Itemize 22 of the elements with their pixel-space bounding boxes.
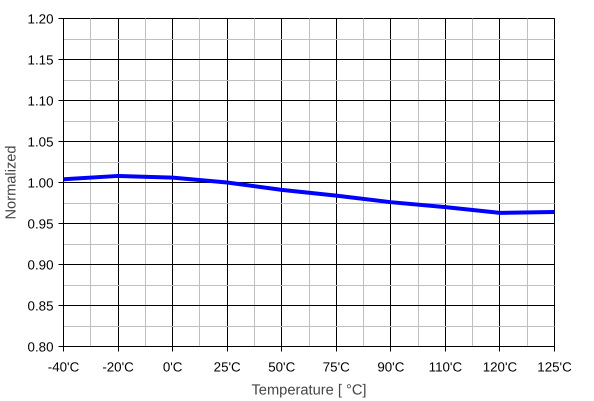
x-tick-label: 110'C <box>428 360 462 374</box>
x-tick-label: -40'C <box>48 360 80 374</box>
line-series <box>64 174 554 215</box>
x-tick-label: 75'C <box>322 360 350 374</box>
x-tick-label: 25'C <box>214 360 242 374</box>
y-tick-label: 1.20 <box>28 12 54 26</box>
y-tick-label: 0.90 <box>28 258 54 272</box>
x-tick-label: 50'C <box>268 360 296 374</box>
x-tick-label: -20'C <box>102 360 134 374</box>
y-tick-label: 1.05 <box>28 134 54 150</box>
x-tick-label: 120'C <box>482 360 518 374</box>
y-tick-label: 1.00 <box>28 176 54 190</box>
y-tick-label: 0.85 <box>28 298 54 314</box>
y-tick-label: 0.80 <box>28 340 54 354</box>
x-tick-label: 90'C <box>377 360 405 374</box>
x-axis-title: Temperature [ °C] <box>251 382 367 398</box>
x-tick-label: 0'C <box>162 360 183 374</box>
y-tick-label: 0.95 <box>28 216 54 232</box>
x-tick-label: 125'C <box>537 360 572 374</box>
y-tick-label: 1.10 <box>28 94 54 108</box>
y-tick-label: 1.15 <box>28 52 54 68</box>
y-axis-title: Normalized <box>4 145 20 220</box>
